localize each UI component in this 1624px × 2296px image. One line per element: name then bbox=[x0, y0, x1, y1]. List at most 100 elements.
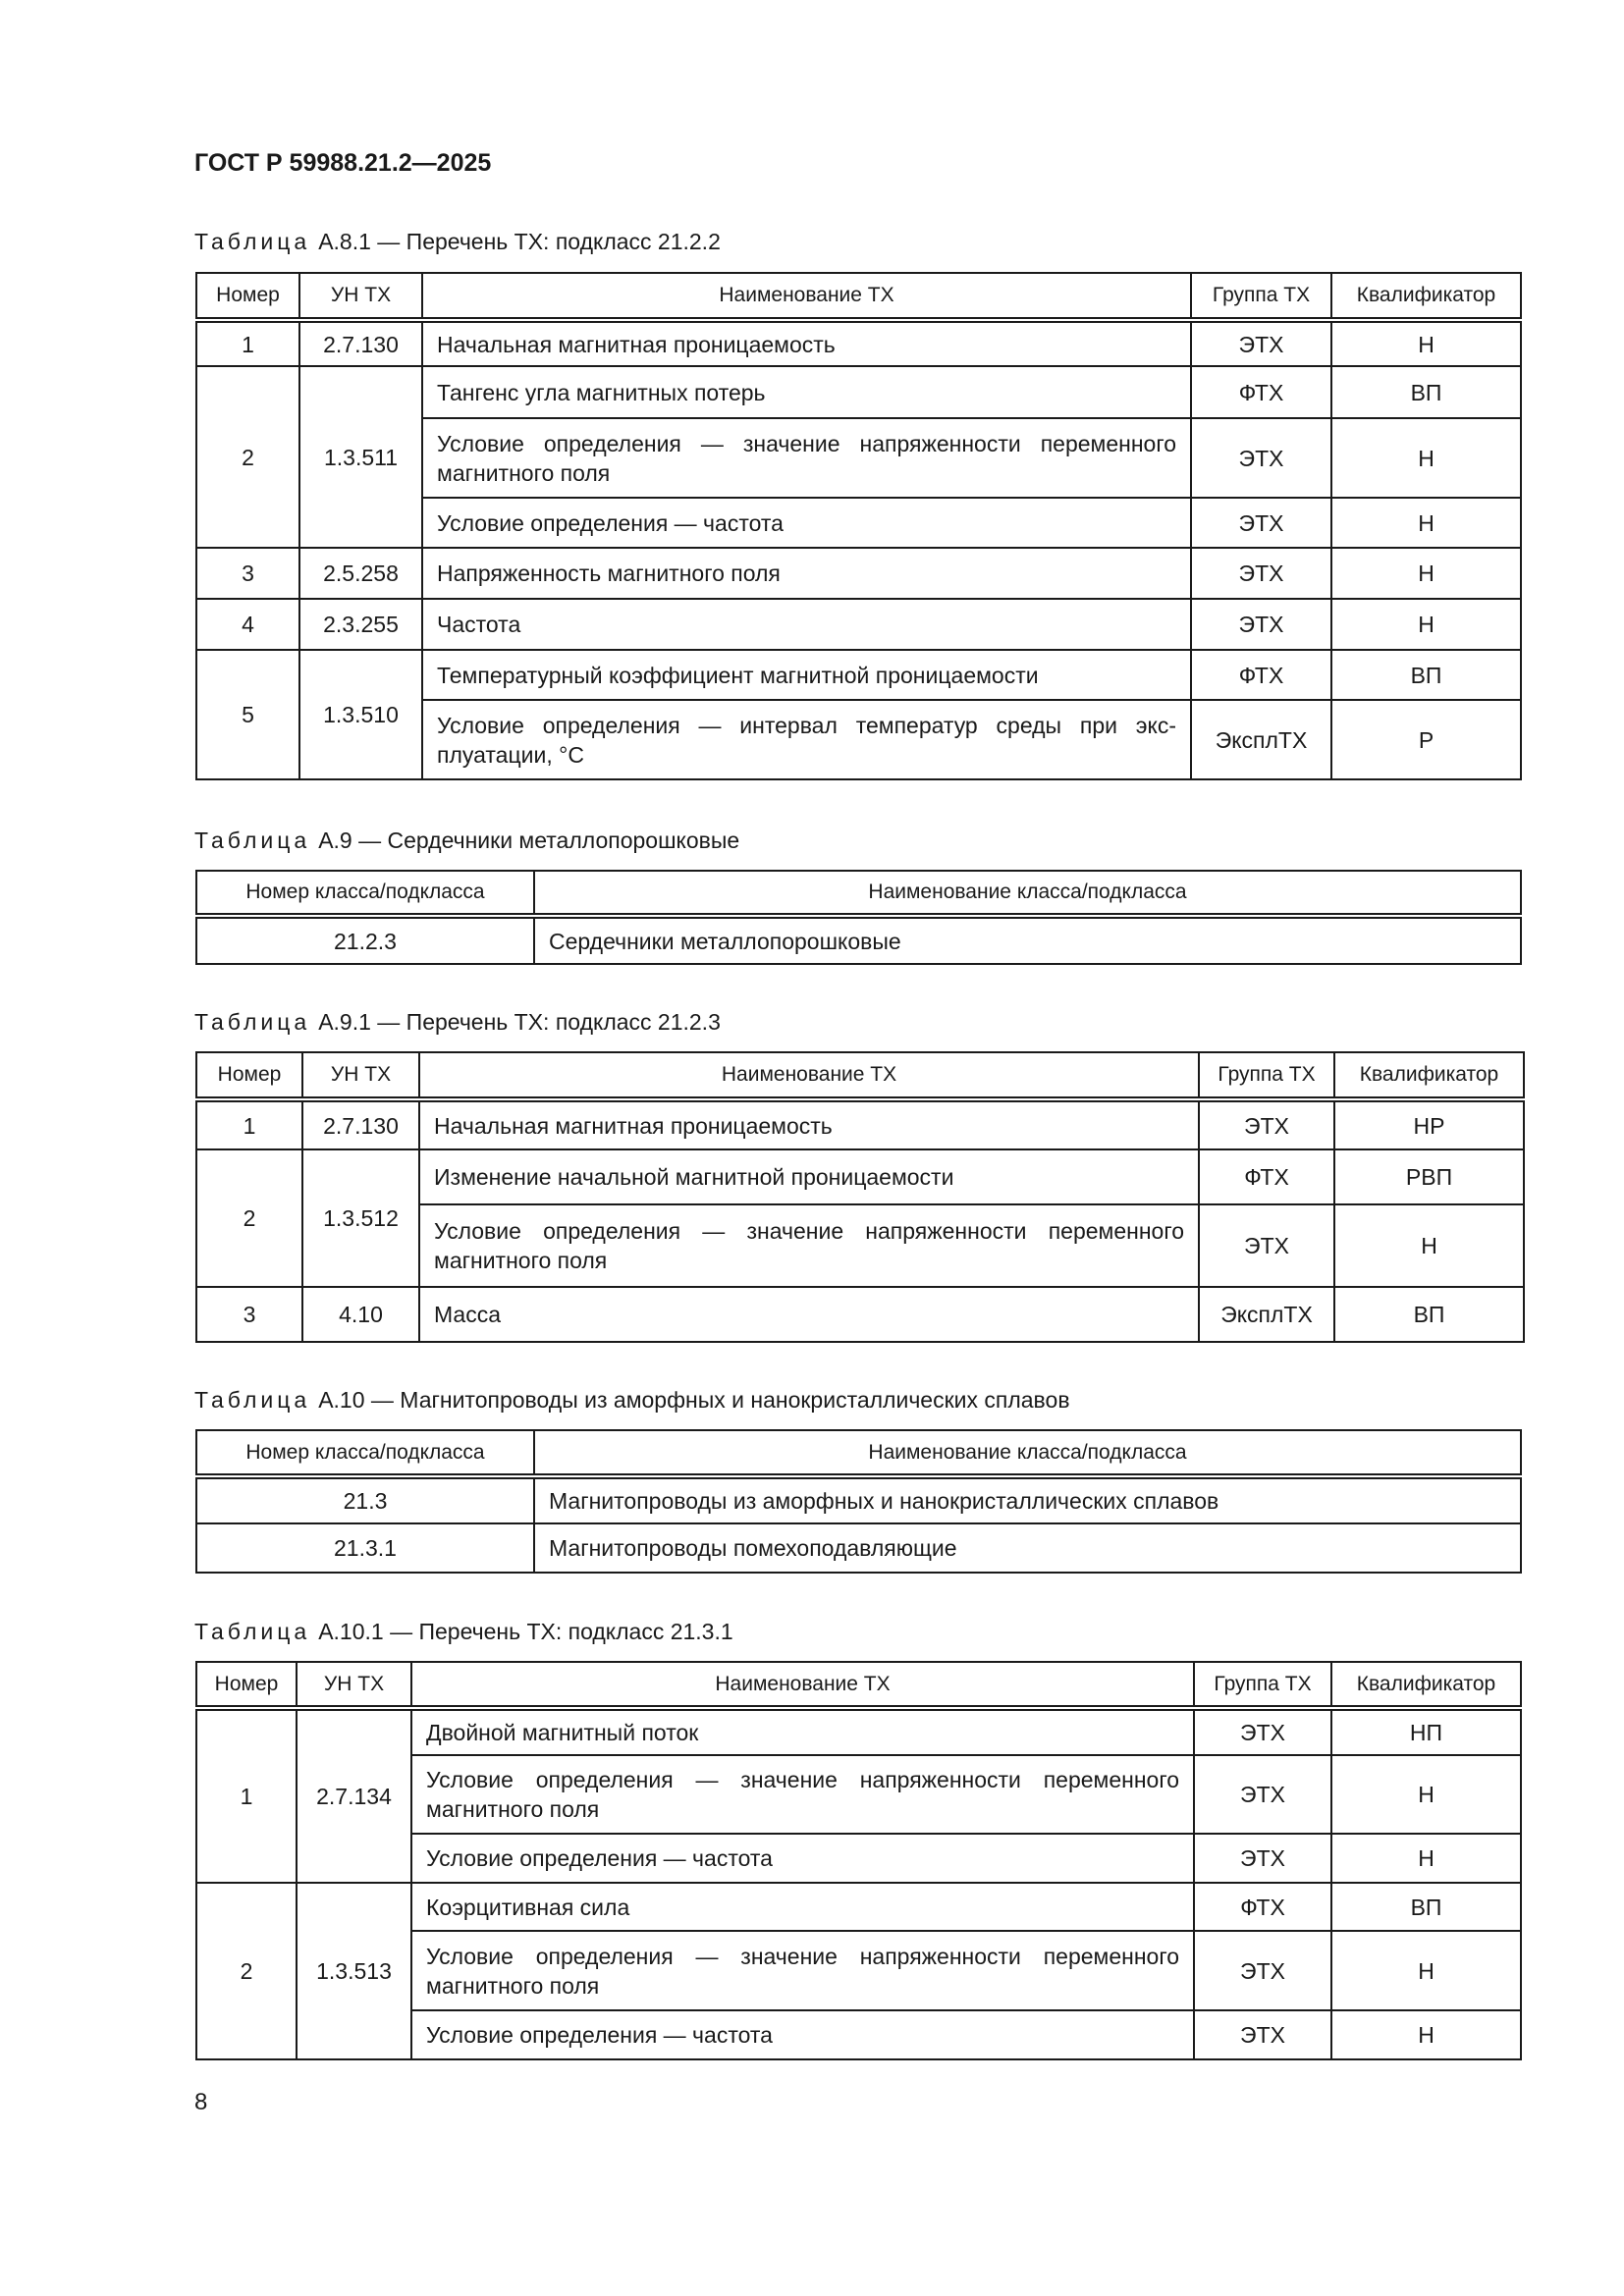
tx-name: Масса bbox=[418, 1286, 1200, 1343]
tx-qualifier: Н bbox=[1330, 2009, 1522, 2060]
class-table: Номер класса/подкласса Наименование класс… bbox=[195, 870, 1522, 965]
row-number: 2 bbox=[195, 1148, 303, 1288]
class-name: Магнитопроводы из аморфных и нанокристал… bbox=[533, 1475, 1522, 1524]
table-caption: Таблица А.9.1 — Перечень ТХ: подкласс 21.… bbox=[194, 1009, 721, 1036]
tx-group: ФТХ bbox=[1193, 1882, 1332, 1932]
table-row: Условие определения — значение напряженн… bbox=[196, 1930, 1522, 2011]
table-row: 1 2.7.130 Начальная магнитная проницаемост… bbox=[195, 1098, 1525, 1150]
tx-name: Двойной магнитный поток bbox=[410, 1707, 1195, 1756]
table-row: 2 1.3.512 Изменение начальной магнитной пр… bbox=[195, 1148, 1525, 1288]
tx-name: Начальная магнитная проницаемость bbox=[418, 1098, 1200, 1150]
tx-qualifier: Н bbox=[1330, 598, 1522, 651]
tx-name: Температурный коэффициент магнитной прон… bbox=[421, 649, 1192, 701]
tx-qualifier: Р bbox=[1330, 699, 1522, 780]
row-number: 2 bbox=[195, 1882, 298, 2060]
tx-code: 4.10 bbox=[301, 1286, 420, 1343]
column-header: Номер bbox=[195, 1051, 303, 1102]
tx-group: ЭТХ bbox=[1193, 1833, 1332, 1884]
tx-name: Условие определения — частота bbox=[410, 2009, 1195, 2060]
column-header: Наименование класса/подкласса bbox=[533, 870, 1522, 919]
column-header: Номер bbox=[195, 1661, 298, 1711]
column-header: Квалификатор bbox=[1333, 1051, 1525, 1102]
column-header: Наименование ТХ bbox=[418, 1051, 1200, 1102]
column-header: Квалификатор bbox=[1330, 1661, 1522, 1711]
row-number: 3 bbox=[195, 1286, 303, 1343]
table-row: 4 2.3.255 Частота ЭТХ Н bbox=[195, 598, 1522, 651]
table-row: Условие определения — значение напряженн… bbox=[196, 417, 1522, 499]
tx-name: Условие определения — значение напряженн… bbox=[418, 1203, 1200, 1288]
tx-qualifier: Н bbox=[1330, 1754, 1522, 1835]
table-row: Условие определения — частота ЭТХ Н bbox=[196, 497, 1522, 549]
tx-qualifier: ВП bbox=[1330, 649, 1522, 701]
column-header: Наименование класса/подкласса bbox=[533, 1429, 1522, 1479]
column-header: УН ТХ bbox=[296, 1661, 412, 1711]
table-row: 3 2.5.258 Напряженность магнитного поля ЭТХ… bbox=[195, 547, 1522, 600]
tx-name: Условие определения — частота bbox=[410, 1833, 1195, 1884]
tx-code: 2.7.134 bbox=[296, 1707, 412, 1884]
class-code: 21.3 bbox=[195, 1475, 535, 1524]
table-row: Условие определения — частота ЭТХ Н bbox=[196, 2009, 1522, 2060]
tx-code: 1.3.512 bbox=[301, 1148, 420, 1288]
tx-name: Условие определения — значение напряженн… bbox=[410, 1930, 1195, 2011]
tx-list-table: Номер УН ТХ Наименование ТХ Группа ТХ Квалиф… bbox=[195, 1051, 1525, 1343]
table-caption-text: А.9 — Сердечники металлопорошковые bbox=[318, 828, 740, 853]
table-row: 1 2.7.130 Начальная магнитная проницаемост… bbox=[195, 319, 1522, 367]
table-caption-label: Таблица bbox=[194, 828, 311, 853]
tx-qualifier: НП bbox=[1330, 1707, 1522, 1756]
table-caption: Таблица А.8.1 — Перечень ТХ: подкласс 21.… bbox=[194, 229, 721, 255]
tx-group: ЭТХ bbox=[1190, 319, 1332, 367]
document-title: ГОСТ Р 59988.21.2—2025 bbox=[194, 149, 492, 177]
tx-name: Условие определения — частота bbox=[421, 497, 1192, 549]
tx-group: ЭТХ bbox=[1190, 417, 1332, 499]
table-row: 3 4.10 Масса ЭксплТХ ВП bbox=[195, 1286, 1525, 1343]
table-row: 2 1.3.513 Коэрцитивная сила ФТХ ВП bbox=[195, 1882, 1522, 2060]
column-header: Номер класса/подкласса bbox=[195, 870, 535, 919]
tx-qualifier: Н bbox=[1333, 1203, 1525, 1288]
tx-group: ФТХ bbox=[1190, 365, 1332, 419]
table-caption-text: А.10.1 — Перечень ТХ: подкласс 21.3.1 bbox=[318, 1619, 733, 1644]
table-header-row: Номер класса/подкласса Наименование класс… bbox=[195, 1429, 1522, 1479]
table-caption: Таблица А.9 — Сердечники металлопорошковы… bbox=[194, 828, 739, 854]
tx-code: 1.3.510 bbox=[298, 649, 423, 780]
tx-qualifier: НР bbox=[1333, 1098, 1525, 1150]
table-row: Условие определения — интервал температу… bbox=[196, 699, 1522, 780]
table-row: Условие определения — значение напряженн… bbox=[196, 1203, 1525, 1288]
table-header-row: Номер УН ТХ Наименование ТХ Группа ТХ Квалиф… bbox=[195, 272, 1522, 323]
column-header: Наименование ТХ bbox=[410, 1661, 1195, 1711]
table-caption-label: Таблица bbox=[194, 229, 311, 254]
row-number: 1 bbox=[195, 1098, 303, 1150]
column-header: Номер класса/подкласса bbox=[195, 1429, 535, 1479]
table-row: 21.2.3 Сердечники металлопорошковые bbox=[195, 915, 1522, 965]
tx-group: ФТХ bbox=[1190, 649, 1332, 701]
class-table: Номер класса/подкласса Наименование класс… bbox=[195, 1429, 1522, 1574]
table-caption-text: А.10 — Магнитопроводы из аморфных и нано… bbox=[318, 1387, 1070, 1413]
tx-group: ЭксплТХ bbox=[1198, 1286, 1335, 1343]
table-caption-label: Таблица bbox=[194, 1387, 311, 1413]
column-header: УН ТХ bbox=[298, 272, 423, 323]
tx-list-table: Номер УН ТХ Наименование ТХ Группа ТХ Квалиф… bbox=[195, 1661, 1522, 2060]
tx-name: Напряженность магнитного поля bbox=[421, 547, 1192, 600]
row-number: 2 bbox=[195, 365, 300, 549]
column-header: Группа ТХ bbox=[1190, 272, 1332, 323]
tx-name: Условие определения — интервал температу… bbox=[421, 699, 1192, 780]
tx-name: Начальная магнитная проницаемость bbox=[421, 319, 1192, 367]
tx-code: 2.5.258 bbox=[298, 547, 423, 600]
tx-qualifier: Н bbox=[1330, 1930, 1522, 2011]
class-name: Сердечники металлопорошковые bbox=[533, 915, 1522, 965]
table-header-row: Номер УН ТХ Наименование ТХ Группа ТХ Квалиф… bbox=[195, 1661, 1522, 1711]
column-header: Квалификатор bbox=[1330, 272, 1522, 323]
table-row: 2 1.3.511 Тангенс угла магнитных потерь ФТХ… bbox=[195, 365, 1522, 549]
tx-group: ЭТХ bbox=[1193, 1930, 1332, 2011]
tx-group: ЭТХ bbox=[1193, 1754, 1332, 1835]
table-row: 21.3.1 Магнитопроводы помехоподавляющие bbox=[195, 1522, 1522, 1574]
tx-code: 2.7.130 bbox=[301, 1098, 420, 1150]
table-caption-label: Таблица bbox=[194, 1619, 311, 1644]
table-row: Условие определения — частота ЭТХ Н bbox=[196, 1833, 1522, 1884]
tx-name: Условие определения — значение напряженн… bbox=[421, 417, 1192, 499]
tx-group: ЭТХ bbox=[1190, 598, 1332, 651]
table-caption: Таблица А.10 — Магнитопроводы из аморфных… bbox=[194, 1387, 1070, 1414]
tx-name: Коэрцитивная сила bbox=[410, 1882, 1195, 1932]
tx-name: Изменение начальной магнитной проницаемо… bbox=[418, 1148, 1200, 1205]
tx-code: 1.3.513 bbox=[296, 1882, 412, 2060]
tx-qualifier: ВП bbox=[1330, 1882, 1522, 1932]
